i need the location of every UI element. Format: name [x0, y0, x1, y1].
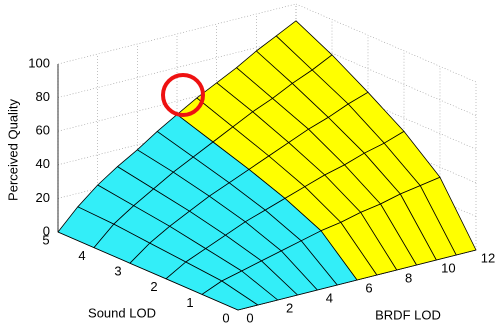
x-axis-label: BRDF LOD — [375, 307, 441, 322]
highlight-circle — [161, 73, 205, 117]
z-tick-label: 20 — [36, 190, 50, 205]
grid-line — [57, 3, 297, 65]
z-axis-label: Perceived Quality — [5, 99, 20, 201]
x-tick-label: 12 — [481, 250, 495, 265]
y-axis-label: Sound LOD — [88, 305, 156, 320]
y-tick-label: 4 — [78, 248, 85, 263]
surface — [57, 20, 477, 311]
x-tick-label: 8 — [405, 270, 412, 285]
surface-face — [201, 280, 259, 311]
y-tick-label: 2 — [150, 279, 157, 294]
x-tick-label: 0 — [246, 310, 253, 324]
y-tick-label: 5 — [42, 232, 49, 247]
x-tick-label: 4 — [326, 290, 333, 305]
x-tick-label: 10 — [441, 260, 455, 275]
z-tick-label: 100 — [28, 55, 50, 70]
y-tick-label: 0 — [222, 310, 229, 324]
y-tick-label: 3 — [114, 264, 121, 279]
y-tick-label: 1 — [186, 295, 193, 310]
z-tick-label: 80 — [36, 89, 50, 104]
x-tick-label: 2 — [286, 300, 293, 315]
grid-line — [57, 37, 297, 98]
z-tick-label: 60 — [36, 123, 50, 138]
z-tick-label: 40 — [36, 156, 50, 171]
x-tick-label: 6 — [365, 280, 372, 295]
z-tick-label: 0 — [43, 223, 50, 238]
